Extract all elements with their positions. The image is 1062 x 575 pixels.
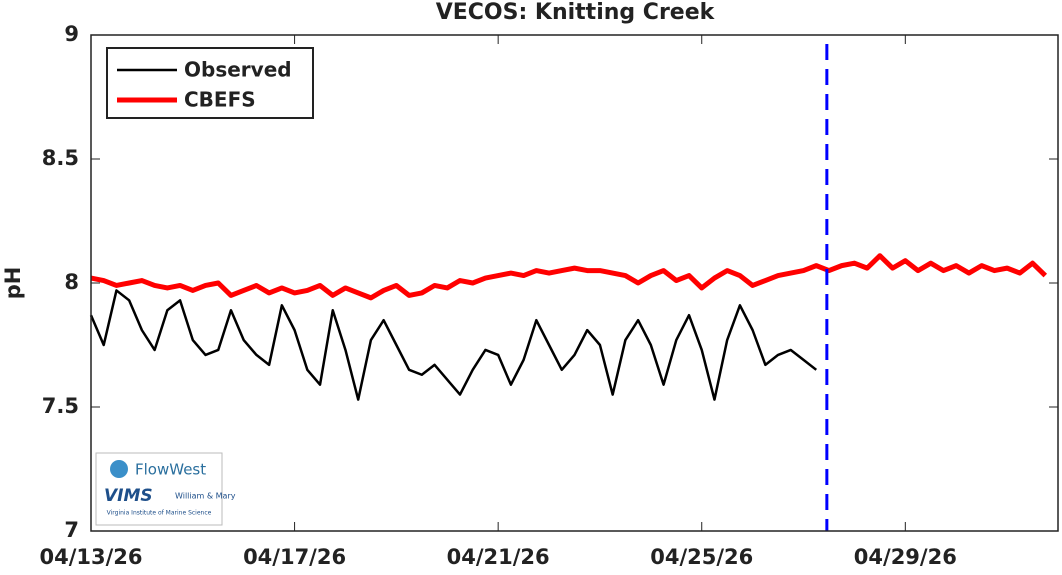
plot-frame <box>90 34 1059 532</box>
x-tick-label: 04/29/26 <box>854 545 957 569</box>
legend-box <box>106 47 314 119</box>
x-tick-label: 04/21/26 <box>447 545 550 569</box>
logo: FlowWest VIMS William & Mary Virginia In… <box>95 452 236 526</box>
logo-institute: VIMS <box>104 486 153 506</box>
y-axis-label: pH <box>1 267 25 300</box>
x-tick-label: 04/13/26 <box>39 545 142 569</box>
legend-label: CBEFS <box>184 88 256 112</box>
series-line <box>90 253 1048 301</box>
y-tick-label: 8.5 <box>42 146 79 170</box>
x-tick-label: 04/25/26 <box>650 545 753 569</box>
y-tick-label: 7.5 <box>42 394 79 418</box>
chart-title: VECOS: Knitting Creek <box>436 0 716 25</box>
x-tick-label: 04/17/26 <box>243 545 346 569</box>
y-tick-label: 9 <box>64 22 79 46</box>
series-line <box>89 289 818 401</box>
logo-tagline: Virginia Institute of Marine Science <box>107 510 212 517</box>
legend-label: Observed <box>184 58 292 82</box>
logo-icon <box>110 460 128 478</box>
logo-brand: FlowWest <box>135 461 206 479</box>
y-tick-label: 8 <box>64 270 79 294</box>
logo-university: William & Mary <box>175 492 236 501</box>
y-tick-label: 7 <box>64 518 79 542</box>
